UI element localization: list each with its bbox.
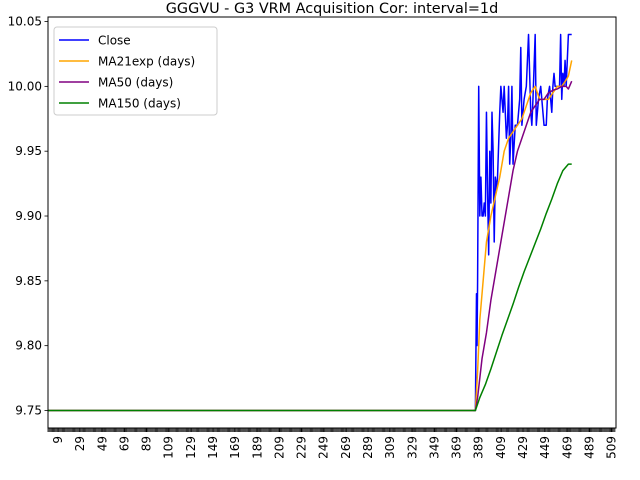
x-tick-label: 489 bbox=[582, 436, 596, 459]
x-tick-label: 389 bbox=[472, 436, 486, 459]
chart-legend: Close MA21exp (days) MA50 (days) MA150 (day… bbox=[53, 26, 218, 116]
legend-label-3: MA50 (days) bbox=[98, 76, 173, 90]
x-tick-label: 429 bbox=[516, 436, 530, 459]
x-tick-label: 269 bbox=[339, 436, 353, 459]
x-tick-label: 249 bbox=[317, 436, 331, 459]
series-line-3 bbox=[48, 80, 573, 412]
x-tick-label: 289 bbox=[361, 436, 375, 459]
legend-label-2: MA21exp (days) bbox=[98, 55, 195, 69]
x-tick-label: 229 bbox=[295, 436, 309, 459]
x-tick-label: 189 bbox=[250, 436, 264, 459]
x-tick-label: 449 bbox=[538, 436, 552, 459]
y-tick-label: 9.95 bbox=[15, 144, 42, 158]
x-tick-label: 109 bbox=[162, 436, 176, 459]
y-tick-label: 9.75 bbox=[15, 403, 42, 417]
x-tick-label: 369 bbox=[450, 436, 464, 459]
y-tick-label: 9.90 bbox=[15, 209, 42, 223]
x-tick-label: 309 bbox=[383, 436, 397, 459]
x-tick-label: 129 bbox=[184, 436, 198, 459]
x-tick-label: 409 bbox=[494, 436, 508, 459]
y-axis: 9.75 9.80 9.85 9.90 9.95 10.00 10.05 bbox=[8, 15, 48, 417]
x-tick-label: 69 bbox=[117, 436, 131, 451]
legend-label-1: Close bbox=[98, 34, 131, 48]
y-tick-label: 10.05 bbox=[8, 15, 42, 29]
chart-title: GGGVU - G3 VRM Acquisition Cor: interval… bbox=[166, 1, 498, 17]
series-line-1 bbox=[473, 33, 572, 412]
x-tick-label: 149 bbox=[206, 436, 220, 459]
legend-box bbox=[53, 26, 218, 116]
x-tick-label: 509 bbox=[605, 436, 619, 459]
x-tick-label: 89 bbox=[140, 436, 154, 451]
y-tick-label: 10.00 bbox=[8, 79, 42, 93]
x-tick-label: 329 bbox=[405, 436, 419, 459]
x-tick-label: 209 bbox=[272, 436, 286, 459]
x-tick-label: 169 bbox=[228, 436, 242, 459]
axes-frame bbox=[47, 16, 617, 429]
y-tick-label: 9.80 bbox=[15, 339, 42, 353]
legend-label-4: MA150 (days) bbox=[98, 97, 181, 111]
y-tick-label: 9.85 bbox=[15, 274, 42, 288]
x-tick-label: 9 bbox=[51, 436, 65, 444]
series-line-4 bbox=[48, 163, 572, 412]
series-layer bbox=[48, 33, 573, 412]
x-axis: 9 29 49 69 89 109 129 149 169 189 209 229 249 269 289 3… bbox=[47, 428, 619, 459]
x-tick-label: 49 bbox=[95, 436, 109, 451]
x-tick-label: 29 bbox=[73, 436, 87, 451]
x-tick-label: 469 bbox=[560, 436, 574, 459]
x-tick-label: 349 bbox=[427, 436, 441, 459]
